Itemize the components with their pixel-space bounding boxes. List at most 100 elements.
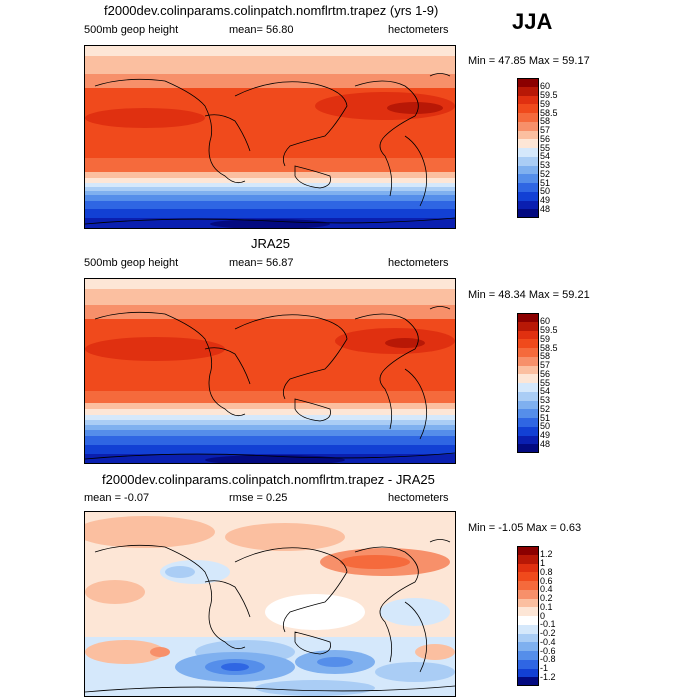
panel1-legend-label: 48 (540, 203, 551, 214)
panel2-legend-swatch (517, 400, 539, 410)
panel3-legend-swatch (517, 651, 539, 660)
panel2-legend-label: 59.5 (540, 325, 558, 335)
panel2-legend-label: 50 (540, 421, 551, 432)
panel3-legend-swatch (517, 546, 539, 555)
panel3-legend-label: 1 (540, 558, 546, 568)
panel3-legend-label: -0.4 (540, 636, 556, 647)
panel1-legend-label: 56 (540, 133, 551, 144)
panel3-map (84, 511, 456, 697)
panel2-legend-label: 54 (540, 386, 551, 397)
panel3-legend-label: -0.8 (540, 654, 556, 665)
panel3-title: f2000dev.colinparams.colinpatch.nomflrtm… (102, 472, 435, 487)
panel2-legend-label: 51 (540, 412, 551, 423)
panel1-legend-swatch (517, 174, 539, 183)
panel1-legend-swatch (517, 209, 539, 218)
panel1-legend-swatch (517, 200, 539, 210)
panel2-legend-label: 52 (540, 403, 551, 414)
panel2-legend-swatch (517, 356, 539, 366)
panel2-legend-label: 53 (540, 395, 551, 405)
panel1-minmax: Min = 47.85 Max = 59.17 (468, 55, 590, 67)
panel1-legend-label: 55 (540, 142, 551, 153)
panel3-legend-label: -1 (540, 663, 549, 673)
panel2-legend-swatch (517, 418, 539, 427)
panel1-legend-swatch (517, 191, 539, 201)
panel2-legend-swatch (517, 435, 539, 445)
panel2-map-svg (85, 279, 455, 463)
panel1-legend-label: 58 (540, 116, 551, 127)
panel2-legend-label: 60 (540, 316, 551, 327)
panel1-legend: 60 59.5 59 58.5 58 57 56 55 54 53 52 51 50 49 48 (517, 78, 577, 223)
panel2-legend-swatch (517, 365, 539, 375)
panel1-map-svg (85, 46, 455, 228)
panel1-title: f2000dev.colinparams.colinpatch.nomflrtm… (104, 3, 439, 18)
panel2-legend-label: 57 (540, 360, 551, 370)
panel1-legend-label: 54 (540, 151, 551, 162)
panel1-right-label: hectometers (388, 24, 449, 36)
panel2-legend-swatch (517, 444, 539, 453)
panel2-legend-label: 55 (540, 377, 551, 388)
panel3-map-svg (85, 512, 455, 696)
panel3-legend-swatch (517, 659, 539, 669)
panel2-minmax: Min = 48.34 Max = 59.21 (468, 289, 590, 301)
panel3-legend-swatch (517, 598, 539, 608)
panel3-legend-swatch (517, 616, 539, 625)
panel1-legend-label: 58.5 (540, 107, 558, 118)
panel2-map (84, 278, 456, 464)
panel2-center-label: mean= 56.87 (229, 257, 294, 269)
panel1-legend-label: 53 (540, 160, 551, 170)
panel3-right-label: hectometers (388, 492, 449, 504)
panel1-map (84, 45, 456, 229)
panel2-title: JRA25 (251, 236, 291, 251)
panel3-legend-label: -1.2 (540, 671, 556, 682)
panel3-legend-swatch (517, 589, 539, 599)
panel2-legend-label: 49 (540, 430, 551, 440)
panel2-legend-label: 59 (540, 333, 551, 344)
panel2-legend-swatch (517, 383, 539, 392)
panel1-legend-swatch (517, 130, 539, 140)
panel1-legend-swatch (517, 156, 539, 166)
panel1-legend-swatch (517, 78, 539, 87)
panel1-legend-label: 57 (540, 125, 551, 135)
panel2-right-label: hectometers (388, 257, 449, 269)
panel1-legend-swatch (517, 113, 539, 122)
panel3-center-label: rmse = 0.25 (229, 492, 288, 504)
panel1-legend-label: 49 (540, 195, 551, 205)
panel1-legend-swatch (517, 139, 539, 148)
panel2-legend-swatch (517, 321, 539, 331)
panel3-legend-label: -0.1 (540, 619, 556, 630)
panel3-legend: 1.2 1 0.8 0.6 0.4 0.2 0.1 0 -0.1 -0.2 -0.4 -0.6 -0.8… (517, 546, 577, 691)
panel3-minmax: Min = -1.05 Max = 0.63 (468, 522, 582, 534)
panel1-legend-label: 52 (540, 168, 551, 179)
panel3-legend-swatch (517, 563, 539, 573)
panel2-legend-label: 58 (540, 351, 551, 362)
panel3-legend-label: 0.6 (540, 575, 553, 586)
panel2-legend-label: 48 (540, 438, 551, 449)
panel3-legend-swatch (517, 581, 539, 590)
panel3-left-label: mean = -0.07 (84, 492, 150, 504)
panel3-legend-label: 0.4 (540, 584, 553, 595)
panel1-center-label: mean= 56.80 (229, 24, 294, 36)
panel3-legend-swatch (517, 572, 539, 581)
panel3-legend-label: 0 (540, 610, 546, 621)
panel3-legend-swatch (517, 624, 539, 634)
panel2-legend-swatch (517, 374, 539, 383)
panel2-legend-swatch (517, 313, 539, 322)
panel2-legend-swatch (517, 426, 539, 436)
panel1-legend-swatch (517, 148, 539, 157)
panel3-legend-swatch (517, 677, 539, 686)
panel1-left-label: 500mb geop height (84, 24, 179, 36)
panel3-legend-swatch (517, 554, 539, 564)
panel2-left-label: 500mb geop height (84, 257, 179, 269)
panel3-legend-swatch (517, 668, 539, 678)
panel3-legend-label: 0.8 (540, 566, 553, 577)
panel1-legend-label: 50 (540, 186, 551, 197)
panel2-legend-label: 58.5 (540, 342, 558, 353)
panel1-legend-label: 51 (540, 177, 551, 188)
panel3-legend-label: -0.6 (540, 645, 556, 656)
panel1-legend-label: 59.5 (540, 90, 558, 100)
panel2-legend-swatch (517, 330, 539, 340)
panel1-legend-swatch (517, 95, 539, 105)
panel2-legend-swatch (517, 339, 539, 348)
panel2-legend-swatch (517, 348, 539, 357)
panel2-legend-label: 56 (540, 368, 551, 379)
